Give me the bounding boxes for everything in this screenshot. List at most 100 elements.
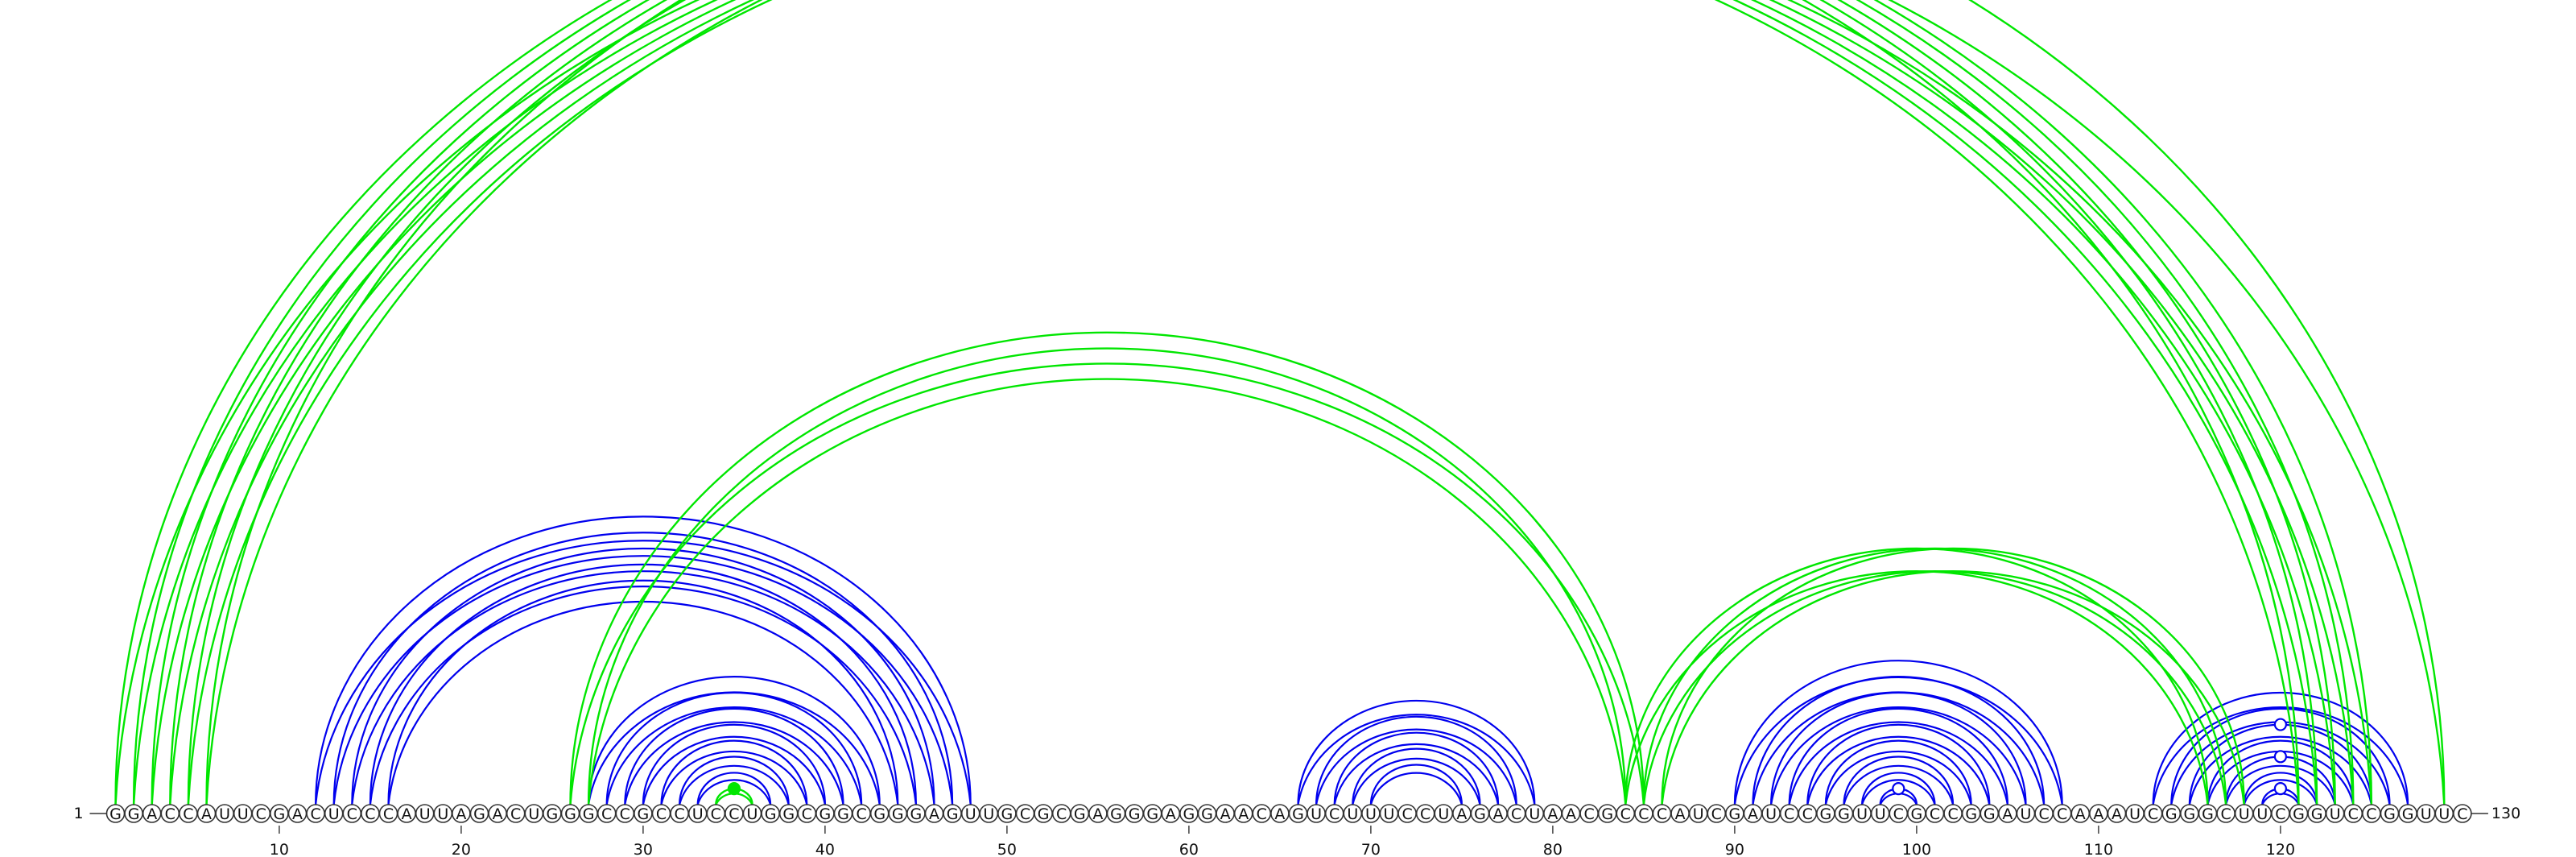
nucleotide-letter: G bbox=[1110, 805, 1122, 823]
nucleotide-letter: A bbox=[402, 805, 412, 823]
nucleotide-letter: U bbox=[219, 805, 230, 823]
nucleotide-letter: C bbox=[1947, 805, 1958, 823]
nucleotide-letter: G bbox=[837, 805, 849, 823]
nucleotide-13: U bbox=[324, 804, 344, 823]
nucleotide-letter: A bbox=[1566, 805, 1576, 823]
nucleotide-49: U bbox=[979, 804, 999, 823]
nucleotide-letter: A bbox=[147, 805, 157, 823]
arc-green-2-122 bbox=[132, 0, 2318, 805]
nucleotide-25: G bbox=[543, 804, 562, 823]
nucleotide-letter: U bbox=[2129, 805, 2140, 823]
nucleotide-letter: C bbox=[729, 805, 739, 823]
nucleotide-130: C bbox=[2453, 804, 2472, 823]
nucleotide-57: G bbox=[1125, 804, 1144, 823]
nucleotide-letter: G bbox=[2165, 805, 2178, 823]
nucleotide-36: U bbox=[742, 804, 762, 823]
arc-blue-12-48 bbox=[315, 540, 972, 805]
arc-green-2-122 bbox=[132, 0, 2318, 805]
nucleotide-102: C bbox=[1943, 804, 1963, 823]
arc-blue-93-105 bbox=[1788, 721, 2008, 805]
nucleotide-45: G bbox=[906, 804, 926, 823]
nucleotide-80: A bbox=[1543, 804, 1563, 823]
arc-green-34-36 bbox=[715, 793, 753, 805]
nucleotide-75: A bbox=[1452, 804, 1472, 823]
nucleotide-letter: U bbox=[528, 805, 539, 823]
arc-blue-95-103 bbox=[1824, 750, 1972, 805]
arc-marker-98-100 bbox=[1892, 782, 1905, 796]
nucleotide-24: U bbox=[524, 804, 544, 823]
arc-blue-92-106 bbox=[1770, 706, 2027, 805]
nucleotide-69: U bbox=[1343, 804, 1363, 823]
nucleotide-117: C bbox=[2216, 804, 2235, 823]
nucleotide-letter: G bbox=[2202, 805, 2214, 823]
nucleotide-letter: A bbox=[1238, 805, 1249, 823]
nucleotide-19: U bbox=[433, 804, 453, 823]
nucleotide-letter: G bbox=[128, 805, 140, 823]
nucleotide-35: C bbox=[724, 804, 744, 823]
nucleotide-letter: C bbox=[656, 805, 667, 823]
nucleotide-letter: G bbox=[1601, 805, 1613, 823]
arc-blue-32-38 bbox=[679, 764, 790, 805]
arc-green-4-124 bbox=[169, 0, 2355, 805]
nucleotide-66: G bbox=[1288, 804, 1308, 823]
arc-blue-31-39 bbox=[660, 739, 808, 805]
nucleotide-15: C bbox=[361, 804, 380, 823]
nucleotide-letter: G bbox=[583, 805, 595, 823]
nucleotide-9: C bbox=[251, 804, 271, 823]
nucleotide-100: G bbox=[1907, 804, 1926, 823]
nucleotide-letter: C bbox=[674, 805, 684, 823]
nucleotide-letter: C bbox=[2038, 805, 2049, 823]
nucleotide-8: U bbox=[233, 804, 253, 823]
nucleotide-3: A bbox=[142, 804, 162, 823]
tick-label-120: 120 bbox=[2266, 841, 2295, 857]
sequence-end-label: 130 bbox=[2491, 805, 2520, 822]
nucleotide-58: G bbox=[1142, 804, 1162, 823]
nucleotide-1: G bbox=[105, 804, 126, 823]
nucleotide-81: A bbox=[1561, 804, 1581, 823]
nucleotide-103: G bbox=[1961, 804, 1981, 823]
arc-blue-97-101 bbox=[1861, 779, 1936, 805]
arc-blue-68-77 bbox=[1333, 743, 1500, 805]
nucleotide-55: A bbox=[1088, 804, 1108, 823]
arc-green-6-129 bbox=[205, 0, 2446, 805]
arc-green-27-84 bbox=[587, 378, 1627, 805]
tick-label-100: 100 bbox=[1902, 841, 1931, 857]
nucleotide-letter: G bbox=[1129, 805, 1141, 823]
nucleotide-89: C bbox=[1707, 804, 1727, 823]
tick-label-20: 20 bbox=[452, 841, 471, 857]
arc-blue-98-100 bbox=[1879, 793, 1918, 805]
tick-label-70: 70 bbox=[1361, 841, 1381, 857]
nucleotide-letter: G bbox=[1146, 805, 1158, 823]
nucleotide-letter: G bbox=[1984, 805, 1996, 823]
nucleotide-letter: C bbox=[1638, 805, 1649, 823]
nucleotide-84: C bbox=[1616, 804, 1636, 823]
nucleotide-circle bbox=[2453, 804, 2472, 823]
nucleotide-letter: U bbox=[692, 805, 704, 823]
arc-green-86-118 bbox=[1661, 569, 2245, 805]
nucleotide-letter: C bbox=[601, 805, 612, 823]
nucleotide-letter: C bbox=[2275, 805, 2285, 823]
nucleotide-letter: G bbox=[638, 805, 650, 823]
nucleotide-107: C bbox=[2034, 804, 2054, 823]
arc-marker-117-123 bbox=[2273, 750, 2287, 764]
nucleotide-letter: U bbox=[419, 805, 431, 823]
nucleotide-34: C bbox=[706, 804, 726, 823]
nucleotide-6: A bbox=[196, 804, 217, 823]
nucleotide-60: G bbox=[1179, 804, 1199, 823]
tick-label-80: 80 bbox=[1543, 841, 1563, 857]
nucleotide-letter: C bbox=[802, 805, 812, 823]
nucleotide-4: C bbox=[160, 804, 180, 823]
nucleotide-letter: G bbox=[2184, 805, 2196, 823]
nucleotide-letter: A bbox=[2002, 805, 2013, 823]
nucleotide-32: C bbox=[670, 804, 689, 823]
arc-blue-29-41 bbox=[624, 707, 844, 805]
arc-blue-31-39 bbox=[660, 750, 808, 805]
arc-blue-119-121 bbox=[2261, 793, 2300, 805]
nucleotide-letter: C bbox=[1893, 805, 1904, 823]
nucleotide-letter: C bbox=[2457, 805, 2467, 823]
position-ticks: 10 20 30 40 50 60 70 80 90 100 110 120 bbox=[270, 826, 2295, 857]
nucleotide-letter: G bbox=[819, 805, 832, 823]
nucleotide-letter: U bbox=[2330, 805, 2341, 823]
nucleotide-20: A bbox=[452, 804, 471, 823]
arc-blue-15-45 bbox=[369, 563, 917, 805]
